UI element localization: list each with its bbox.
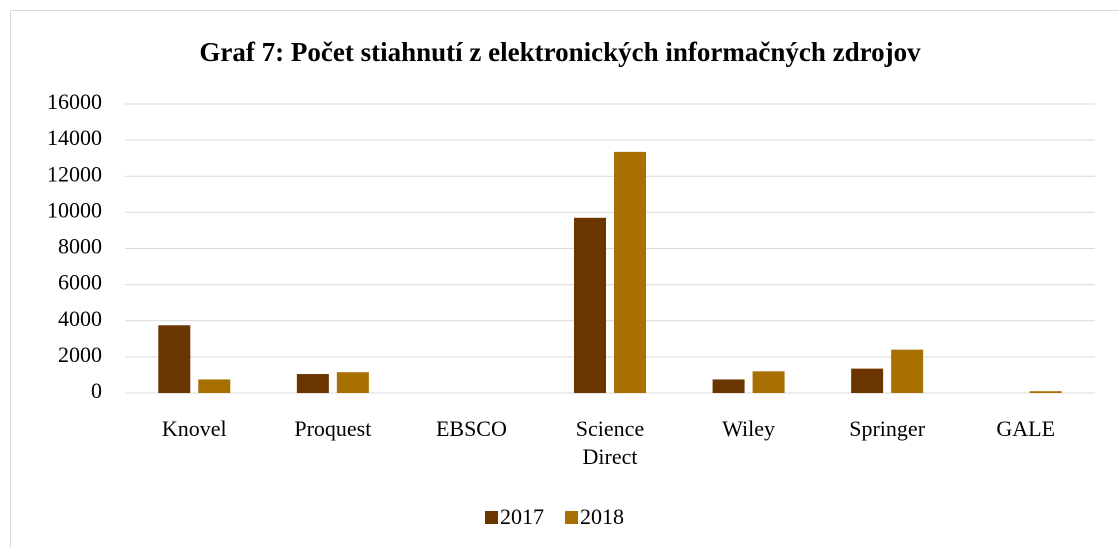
- bar: [574, 217, 606, 393]
- bar: [712, 379, 745, 393]
- y-tick-label: 10000: [47, 197, 102, 222]
- bar: [752, 371, 785, 393]
- y-tick-label: 14000: [47, 125, 102, 150]
- bar: [198, 379, 231, 393]
- x-tick-label: Wiley: [722, 416, 775, 441]
- y-tick-label: 0: [91, 378, 102, 403]
- bar: [158, 325, 191, 393]
- y-tick-label: 4000: [58, 306, 102, 331]
- x-tick-label: Springer: [849, 416, 926, 441]
- y-tick-label: 8000: [58, 234, 102, 259]
- bar: [336, 372, 369, 393]
- legend-swatch: [485, 511, 498, 524]
- y-tick-label: 2000: [58, 342, 102, 367]
- x-tick-label: Science Direct: [575, 416, 645, 469]
- chart-title: Graf 7: Počet stiahnutí z elektronických…: [199, 37, 921, 67]
- bar: [296, 374, 329, 393]
- bar: [1029, 391, 1062, 393]
- x-tick-label: EBSCO: [435, 416, 507, 441]
- bar: [891, 349, 924, 393]
- bar: [614, 151, 646, 393]
- x-tick-label: Knovel: [161, 416, 227, 441]
- legend-label: 2017: [500, 504, 544, 529]
- x-tick-label: GALE: [996, 416, 1056, 441]
- y-tick-label: 16000: [47, 89, 102, 114]
- y-tick-label: 6000: [58, 270, 102, 295]
- legend-swatch: [565, 511, 578, 524]
- legend-label: 2018: [580, 504, 624, 529]
- y-tick-label: 12000: [47, 161, 102, 186]
- bar: [851, 368, 884, 393]
- chart-border: [10, 10, 1119, 548]
- x-tick-label: Proquest: [294, 416, 372, 441]
